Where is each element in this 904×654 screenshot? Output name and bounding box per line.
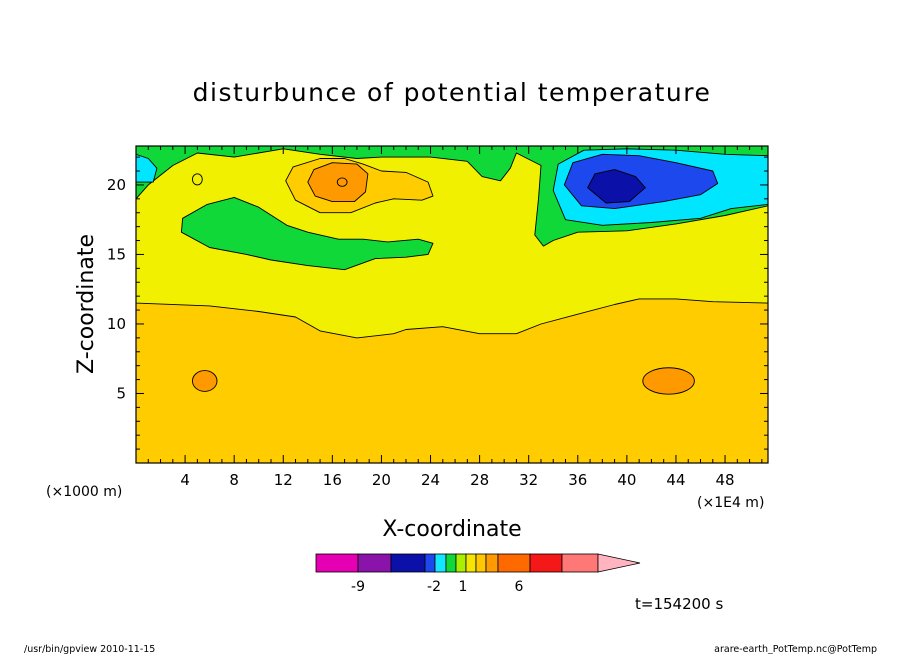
contour-region-6 <box>192 370 218 392</box>
x-axis-label: X-coordinate <box>382 517 521 542</box>
chart-title: disturbunce of potential temperature <box>193 78 712 107</box>
plot-area <box>136 146 768 463</box>
colorbar-cell <box>455 553 467 573</box>
x-tick-label: 8 <box>229 471 239 489</box>
colorbar-cell <box>561 553 599 573</box>
contour-region-3 <box>180 196 434 271</box>
x-tick-label: 32 <box>519 471 538 489</box>
colorbar-cell <box>315 553 359 573</box>
contour-region-10 <box>136 153 158 183</box>
x-tick-label: 40 <box>617 471 636 489</box>
y-tick-label: 20 <box>107 176 126 194</box>
colorbar-cell <box>434 553 447 573</box>
colorbar-cell <box>445 553 457 573</box>
colorbar: -9 -2 1 6 <box>315 553 641 595</box>
x-tick-label: 16 <box>323 471 342 489</box>
y-axis-label: Z-coordinate <box>74 234 99 374</box>
colorbar-arrow <box>597 553 641 573</box>
contour-region-8 <box>192 173 203 186</box>
colorbar-label: -2 <box>427 579 441 595</box>
footer-left: /usr/bin/gpview 2010-11-15 <box>24 644 155 654</box>
y-tick-label: 15 <box>107 245 126 263</box>
x-tick-label: 12 <box>274 471 293 489</box>
colorbar-cell <box>475 553 487 573</box>
x-tick-label: 24 <box>421 471 440 489</box>
x-tick-label: 36 <box>568 471 587 489</box>
colorbar-cell <box>485 553 499 573</box>
x-unit-right: (×1E4 m) <box>697 495 764 511</box>
y-tick-label: 10 <box>107 315 126 333</box>
contour-region-12 <box>587 169 646 204</box>
contour-region-7 <box>642 367 695 395</box>
time-label: t=154200 s <box>635 595 723 613</box>
footer-right: arare-earth_PotTemp.nc@PotTemp <box>714 644 877 654</box>
colorbar-label: -9 <box>351 579 365 595</box>
x-tick-label: 48 <box>716 471 735 489</box>
colorbar-cell <box>390 553 426 573</box>
y-tick-label: 5 <box>116 384 126 402</box>
x-unit-left: (×1000 m) <box>46 484 122 500</box>
colorbar-label: 1 <box>459 579 468 595</box>
x-tick-label: 44 <box>666 471 685 489</box>
colorbar-cell <box>497 553 531 573</box>
x-tick-label: 4 <box>180 471 190 489</box>
contour-region-13 <box>336 177 348 187</box>
colorbar-cell <box>529 553 563 573</box>
x-tick-label: 28 <box>470 471 489 489</box>
x-tick-label: 20 <box>372 471 391 489</box>
colorbar-label: 6 <box>515 579 524 595</box>
colorbar-cell <box>465 553 477 573</box>
colorbar-cell <box>424 553 436 573</box>
colorbar-cell <box>357 553 392 573</box>
plot-frame <box>135 145 769 464</box>
